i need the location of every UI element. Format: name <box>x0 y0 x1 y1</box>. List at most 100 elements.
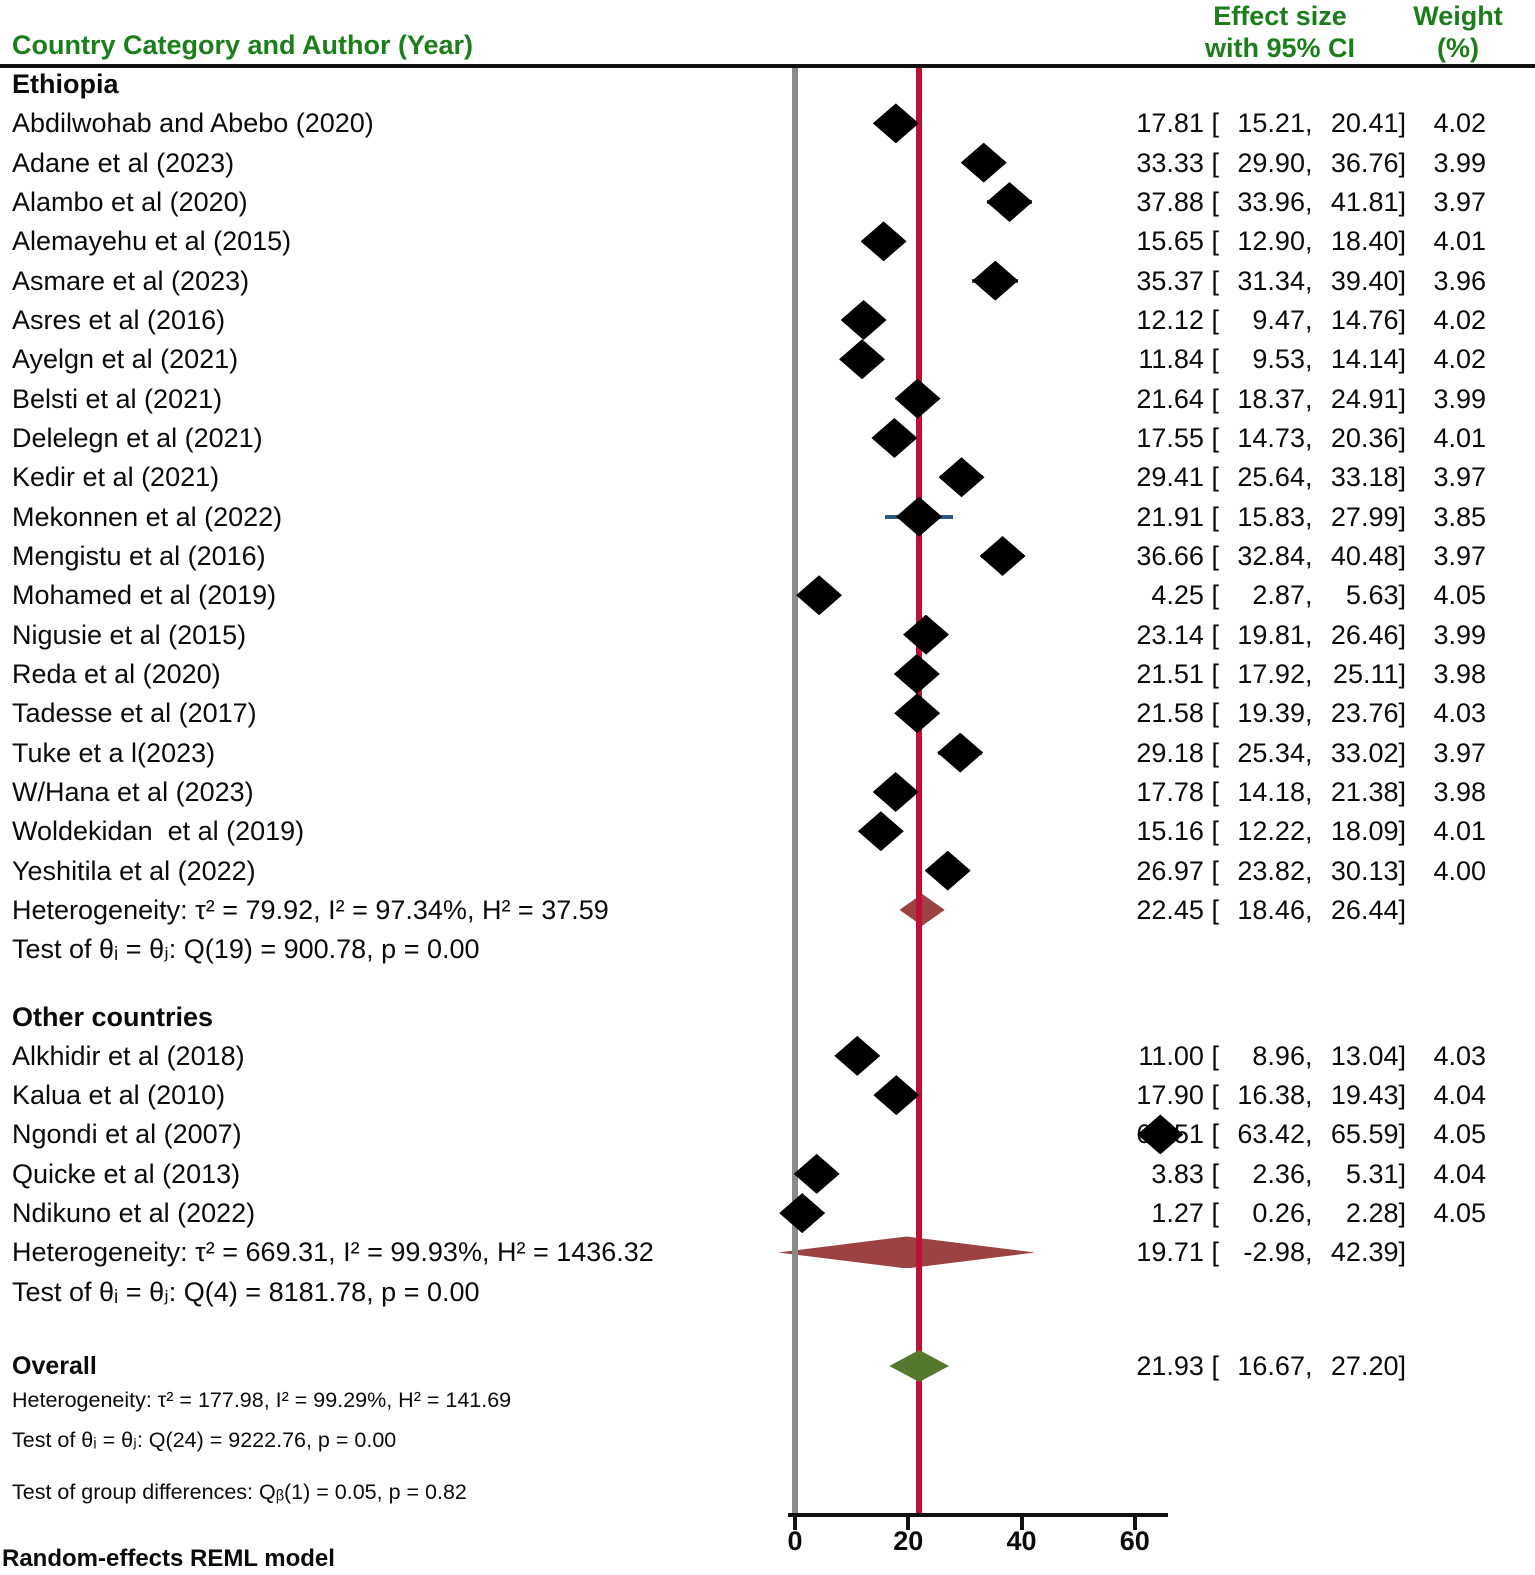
effect-marker-diamond <box>873 1075 920 1116</box>
study-label: Ndikuno et al (2022) <box>12 1198 256 1229</box>
study-label: Mekonnen et al (2022) <box>12 501 283 532</box>
effect-part: , <box>1304 383 1313 414</box>
weight-value: 4.03 <box>1433 698 1486 729</box>
effect-part: ] <box>1398 501 1406 532</box>
effect-part: , <box>1304 1351 1313 1381</box>
column-header-effect-line2: with 95% CI <box>1204 33 1356 63</box>
effect-part: , <box>1304 304 1313 335</box>
study-label: Woldekidan et al (2019) <box>12 816 305 847</box>
x-axis-tick-label: 40 <box>1006 1526 1037 1556</box>
effect-part: 12.22 <box>1237 816 1305 847</box>
effect-part: [ <box>1203 619 1219 650</box>
weight-value: 4.05 <box>1433 580 1486 611</box>
effect-marker-diamond <box>894 378 941 419</box>
effect-part: 39.40 <box>1330 265 1399 296</box>
effect-part: 33.18 <box>1330 462 1399 493</box>
effect-marker-diamond <box>860 221 907 262</box>
effect-part: 19.71 <box>1136 1237 1204 1268</box>
x-axis-tick <box>1019 1517 1024 1530</box>
effect-size-value: 21.91 [15.83, 27.99] <box>1118 497 1406 537</box>
effect-part: , <box>1304 501 1313 532</box>
effect-part: , <box>1304 1237 1313 1268</box>
effect-part: [ <box>1203 540 1219 571</box>
effect-size-value: 21.58 [19.39, 23.76] <box>1118 693 1406 733</box>
column-header-effect-size: Effect size with 95% CI <box>1150 0 1410 64</box>
effect-part: 37.88 <box>1136 186 1204 217</box>
weight-value: 4.00 <box>1433 855 1486 886</box>
effect-size-value: 35.37 [31.34, 39.40] <box>1118 261 1406 301</box>
effect-part: 15.65 <box>1136 226 1204 257</box>
effect-part: 3.83 <box>1151 1158 1204 1189</box>
overall-label: Overall <box>12 1352 97 1380</box>
effect-part: [ <box>1203 580 1219 611</box>
effect-part: [ <box>1203 855 1219 886</box>
effect-part: 18.09 <box>1330 816 1399 847</box>
effect-part: ] <box>1398 1198 1406 1229</box>
effect-part: ] <box>1398 698 1406 729</box>
effect-part: , <box>1304 462 1313 493</box>
effect-part: 32.84 <box>1237 540 1305 571</box>
x-axis-tick <box>793 1517 797 1530</box>
x-axis-tick-label: 20 <box>893 1526 924 1556</box>
study-label: Delelegn et al (2021) <box>12 422 263 453</box>
effect-part: , <box>1304 776 1313 807</box>
effect-part: 26.44 <box>1330 894 1399 925</box>
weight-value: 3.99 <box>1433 147 1486 178</box>
effect-part: , <box>1304 1198 1313 1229</box>
weight-value: 4.05 <box>1433 1198 1486 1229</box>
effect-part: ] <box>1398 1040 1406 1071</box>
test-of-theta-text: Test of θᵢ = θⱼ: Q(19) = 900.78, p = 0.0… <box>12 934 480 965</box>
effect-part: 29.41 <box>1136 462 1204 493</box>
study-label: Nigusie et al (2015) <box>12 619 247 650</box>
effect-part: 0.26 <box>1252 1198 1305 1229</box>
effect-size-value: 23.14 [19.81, 26.46] <box>1118 615 1406 655</box>
weight-value: 4.01 <box>1433 816 1486 847</box>
effect-marker-diamond <box>972 260 1019 301</box>
study-label: Alemayehu et al (2015) <box>12 226 292 257</box>
weight-value: 4.04 <box>1433 1080 1486 1111</box>
weight-value: 3.97 <box>1433 462 1486 493</box>
effect-part: , <box>1304 108 1313 139</box>
effect-part: 29.90 <box>1237 147 1305 178</box>
effect-marker-diamond <box>937 732 984 773</box>
effect-part: [ <box>1203 1351 1219 1381</box>
header-divider-rule <box>0 64 1535 68</box>
effect-part: 14.73 <box>1237 422 1305 453</box>
effect-part: , <box>1304 226 1313 257</box>
effect-part: 41.81 <box>1330 186 1399 217</box>
study-label: Ayelgn et al (2021) <box>12 344 239 375</box>
effect-size-value: 15.65 [12.90, 18.40] <box>1118 221 1406 261</box>
effect-part: 11.00 <box>1138 1040 1204 1071</box>
effect-part: 22.45 <box>1136 894 1204 925</box>
effect-part: 18.40 <box>1330 226 1399 257</box>
effect-part: , <box>1304 698 1313 729</box>
effect-part: ] <box>1398 1119 1406 1150</box>
effect-size-value: 17.90 [16.38, 19.43] <box>1118 1075 1406 1115</box>
effect-part: , <box>1304 1158 1313 1189</box>
effect-part: 5.31 <box>1345 1158 1399 1189</box>
effect-part: ] <box>1398 462 1406 493</box>
effect-part: [ <box>1203 186 1219 217</box>
effect-size-value: 33.33 [29.90, 36.76] <box>1118 143 1406 183</box>
effect-part: 17.78 <box>1136 776 1204 807</box>
effect-part: 26.97 <box>1136 855 1204 886</box>
column-header-weight-line2: (%) <box>1437 33 1479 63</box>
effect-part: 9.53 <box>1252 344 1305 375</box>
study-label: Tuke et a l(2023) <box>12 737 216 768</box>
overall-summary-diamond <box>889 1350 950 1382</box>
effect-marker-diamond <box>924 850 971 891</box>
effect-part: 20.36 <box>1330 422 1399 453</box>
subgroup-summary-diamond <box>778 1236 1036 1269</box>
weight-value: 4.02 <box>1433 304 1486 335</box>
effect-part: [ <box>1203 1080 1219 1111</box>
effect-part: 36.76 <box>1330 147 1399 178</box>
study-label: Abdilwohab and Abebo (2020) <box>12 108 374 139</box>
effect-size-value: 3.83 [2.36, 5.31] <box>1118 1154 1406 1194</box>
effect-part: [ <box>1203 304 1219 335</box>
weight-value: 4.01 <box>1433 422 1486 453</box>
study-label: Asmare et al (2023) <box>12 265 250 296</box>
effect-size-value: 17.78 [14.18, 21.38] <box>1118 772 1406 812</box>
effect-part: 8.96 <box>1252 1040 1305 1071</box>
weight-value: 4.04 <box>1433 1158 1486 1189</box>
effect-part: , <box>1304 816 1313 847</box>
